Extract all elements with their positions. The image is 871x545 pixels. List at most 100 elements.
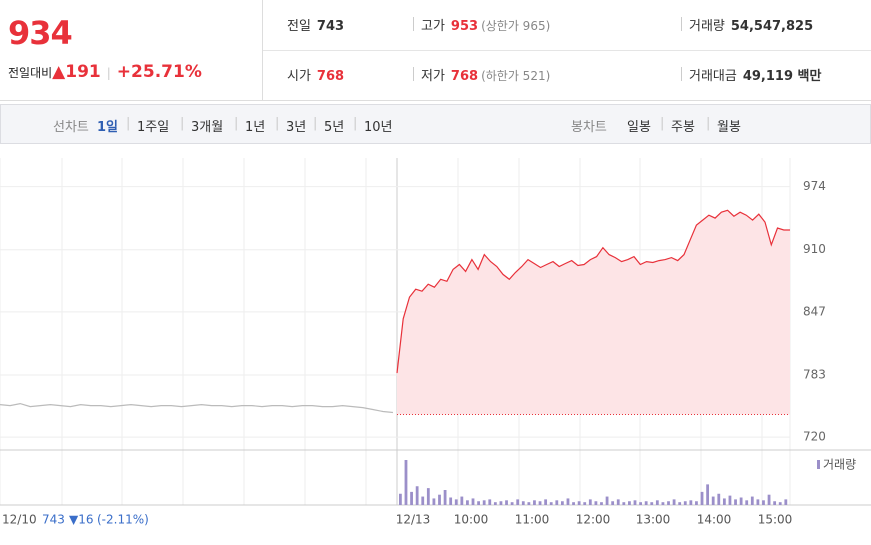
quote-item: 저가 768 (하한가 521)	[421, 65, 550, 84]
volume-bar	[700, 491, 704, 505]
tab[interactable]: 5년	[324, 120, 345, 135]
footer-close: 743	[42, 513, 65, 527]
volume-bar	[510, 502, 514, 505]
tab[interactable]: 10년	[364, 120, 393, 135]
volume-bar	[639, 502, 642, 505]
divider: |	[353, 116, 358, 131]
footer-rate: (-2.11%)	[97, 513, 149, 527]
quote-item: 전일 743	[287, 15, 344, 34]
volume-bar	[594, 501, 598, 505]
volume-bar	[410, 491, 413, 505]
footer-date: 12/10	[2, 513, 37, 527]
volume-bar	[415, 486, 419, 505]
quote-row: 전일 743 고가 953 (상한가 965) 거래량 54,547,825	[263, 0, 871, 51]
tab[interactable]: 3개월	[191, 120, 224, 135]
tab[interactable]: 3년	[286, 120, 307, 135]
sub: (하한가 521)	[481, 69, 551, 83]
label: 시가	[287, 69, 311, 84]
divider: |	[126, 116, 131, 131]
volume-bar	[471, 498, 475, 505]
tab[interactable]: 1일	[97, 120, 119, 135]
x-tick-label: 15:00	[758, 513, 793, 527]
divider: |	[706, 116, 711, 131]
volume-bar	[711, 496, 715, 505]
volume-bar	[443, 490, 447, 505]
volume-bar	[505, 500, 508, 505]
volume-bar	[466, 500, 469, 505]
volume-bar	[566, 498, 570, 505]
tab[interactable]: 1년	[245, 120, 266, 135]
volume-bar	[633, 500, 637, 505]
tab: 봉차트	[571, 120, 607, 135]
volume-bar	[549, 502, 553, 505]
volume-bar	[460, 496, 464, 505]
change-value: 191	[65, 62, 101, 82]
volume-bar	[644, 501, 648, 505]
value: 743	[316, 19, 345, 34]
volume-bar	[655, 500, 659, 505]
volume-bar	[533, 500, 536, 505]
arrow: ▲	[52, 62, 66, 82]
x-tick-label: 12:00	[576, 513, 611, 527]
volume-bar	[734, 499, 737, 505]
tab[interactable]: 주봉	[671, 120, 695, 135]
label: 전일	[287, 19, 311, 34]
y-tick-label: 783	[803, 368, 826, 382]
volume-bar	[622, 502, 626, 505]
volume-bar	[756, 499, 760, 505]
volume-bar	[611, 501, 615, 505]
volume-bar	[538, 501, 542, 505]
volume-bar	[683, 501, 687, 505]
value: 953	[450, 19, 479, 34]
x-tick-label: 14:00	[697, 513, 732, 527]
volume-bar	[516, 499, 520, 505]
tab[interactable]: 1주일	[137, 120, 170, 135]
volume-bar	[762, 500, 765, 505]
volume-bar	[689, 500, 693, 505]
volume-bar	[421, 496, 425, 505]
volume-bar	[667, 501, 670, 505]
legend-swatch	[817, 460, 820, 469]
plot: 720 783 847 910 974 거래량 12/13 10:00 11:00 12:00 13…	[0, 179, 856, 527]
volume-bar	[717, 493, 721, 505]
price-line	[0, 402, 394, 414]
volume-bar	[555, 500, 559, 505]
volume-bar	[728, 495, 732, 505]
volume-bar	[784, 499, 788, 505]
volume-bar	[628, 501, 631, 505]
area	[397, 210, 790, 415]
volume-bar	[438, 494, 441, 505]
change: 전일대비▲191 | +25.71%	[8, 62, 202, 82]
volume-bar	[572, 502, 575, 505]
volume-bar	[650, 502, 654, 505]
volume-bar	[661, 502, 665, 505]
sub: (상한가 965)	[481, 19, 551, 33]
label: 거래량	[689, 19, 725, 34]
tab: 선차트	[53, 120, 89, 135]
volume-bar	[426, 488, 430, 505]
x-tick-label: 11:00	[515, 513, 550, 527]
volume-bar	[493, 502, 497, 505]
footer-change: ▼16	[69, 513, 94, 527]
chart-tabs: 선차트 1일 | 1주일 | 3개월 | 1년 | 3년 | 5년 | 10년 봉차트 일봉 | 주봉 | 월봉	[0, 104, 871, 144]
volume-bar	[449, 497, 453, 505]
volume-bar	[399, 493, 402, 505]
volume-bar	[600, 502, 603, 505]
price-box: 934 전일대비▲191 | +25.71%	[0, 0, 263, 100]
label: 고가	[421, 19, 445, 34]
tab[interactable]: 일봉	[627, 120, 651, 135]
divider: |	[234, 116, 239, 131]
volume-bar	[722, 498, 726, 505]
volume-bar	[678, 502, 682, 505]
divider: |	[275, 116, 280, 131]
quote-item: 시가 768	[287, 65, 344, 84]
volume-bar	[767, 494, 771, 505]
quote-item: 거래대금 49,119 백만	[689, 65, 821, 84]
divider: |	[180, 116, 185, 131]
quote-item: 고가 953 (상한가 965)	[421, 15, 550, 34]
volume-bar	[577, 501, 581, 505]
tab[interactable]: 월봉	[717, 120, 741, 135]
y-tick-label: 974	[803, 179, 826, 193]
volume-bar	[695, 501, 698, 505]
volume-bar	[454, 499, 458, 505]
